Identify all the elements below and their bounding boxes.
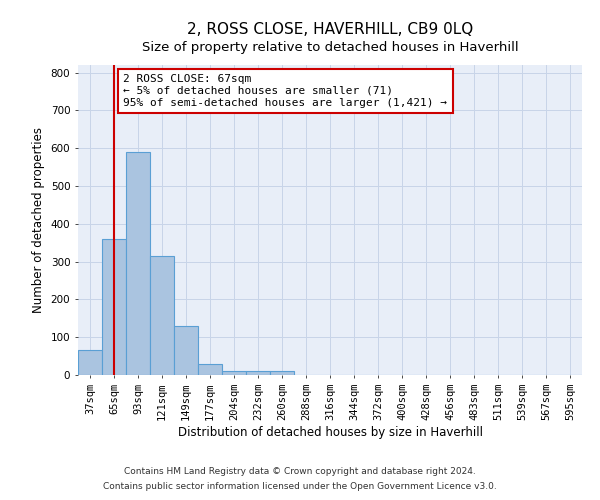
Bar bbox=[102, 239, 126, 375]
Text: 2 ROSS CLOSE: 67sqm
← 5% of detached houses are smaller (71)
95% of semi-detache: 2 ROSS CLOSE: 67sqm ← 5% of detached hou… bbox=[124, 74, 448, 108]
Y-axis label: Number of detached properties: Number of detached properties bbox=[32, 127, 45, 313]
Text: Size of property relative to detached houses in Haverhill: Size of property relative to detached ho… bbox=[142, 42, 518, 54]
Bar bbox=[78, 350, 102, 375]
Text: 2, ROSS CLOSE, HAVERHILL, CB9 0LQ: 2, ROSS CLOSE, HAVERHILL, CB9 0LQ bbox=[187, 22, 473, 38]
Bar bbox=[270, 371, 294, 375]
X-axis label: Distribution of detached houses by size in Haverhill: Distribution of detached houses by size … bbox=[178, 426, 482, 438]
Bar bbox=[198, 364, 222, 375]
Bar bbox=[150, 256, 174, 375]
Text: Contains HM Land Registry data © Crown copyright and database right 2024.: Contains HM Land Registry data © Crown c… bbox=[124, 467, 476, 476]
Bar bbox=[174, 326, 198, 375]
Bar bbox=[246, 371, 270, 375]
Text: Contains public sector information licensed under the Open Government Licence v3: Contains public sector information licen… bbox=[103, 482, 497, 491]
Bar bbox=[222, 371, 246, 375]
Bar bbox=[126, 152, 150, 375]
